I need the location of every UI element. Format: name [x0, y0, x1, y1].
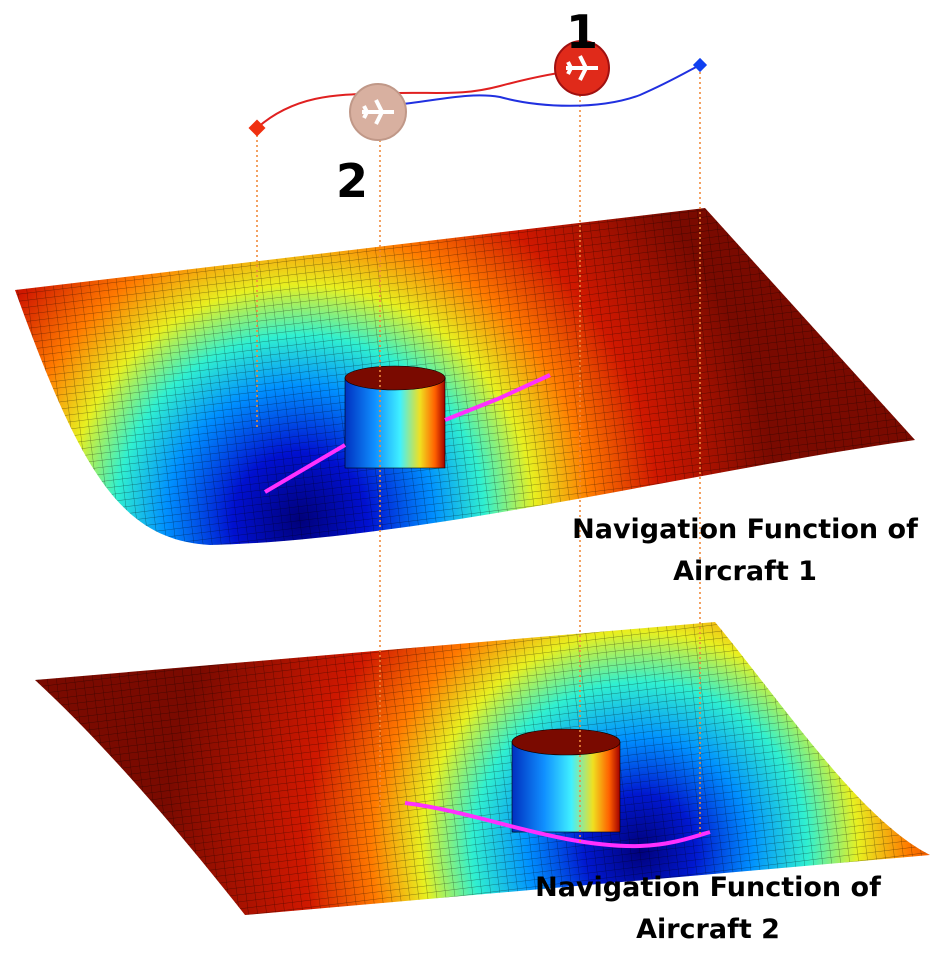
caption-line: Navigation Function of — [535, 872, 881, 903]
surface-1 — [15, 208, 915, 545]
caption-line: Navigation Function of — [572, 514, 918, 545]
aircraft-2-icon — [350, 84, 406, 140]
caption-line: Aircraft 2 — [636, 914, 780, 945]
aircraft-1-label: 1 — [566, 5, 598, 59]
trajectories — [249, 58, 708, 137]
aircraft-2-label: 2 — [336, 154, 368, 208]
figure: 1 2 Navigation Function of Aircraft 1 Na… — [0, 0, 938, 980]
caption-line: Aircraft 1 — [673, 556, 817, 587]
